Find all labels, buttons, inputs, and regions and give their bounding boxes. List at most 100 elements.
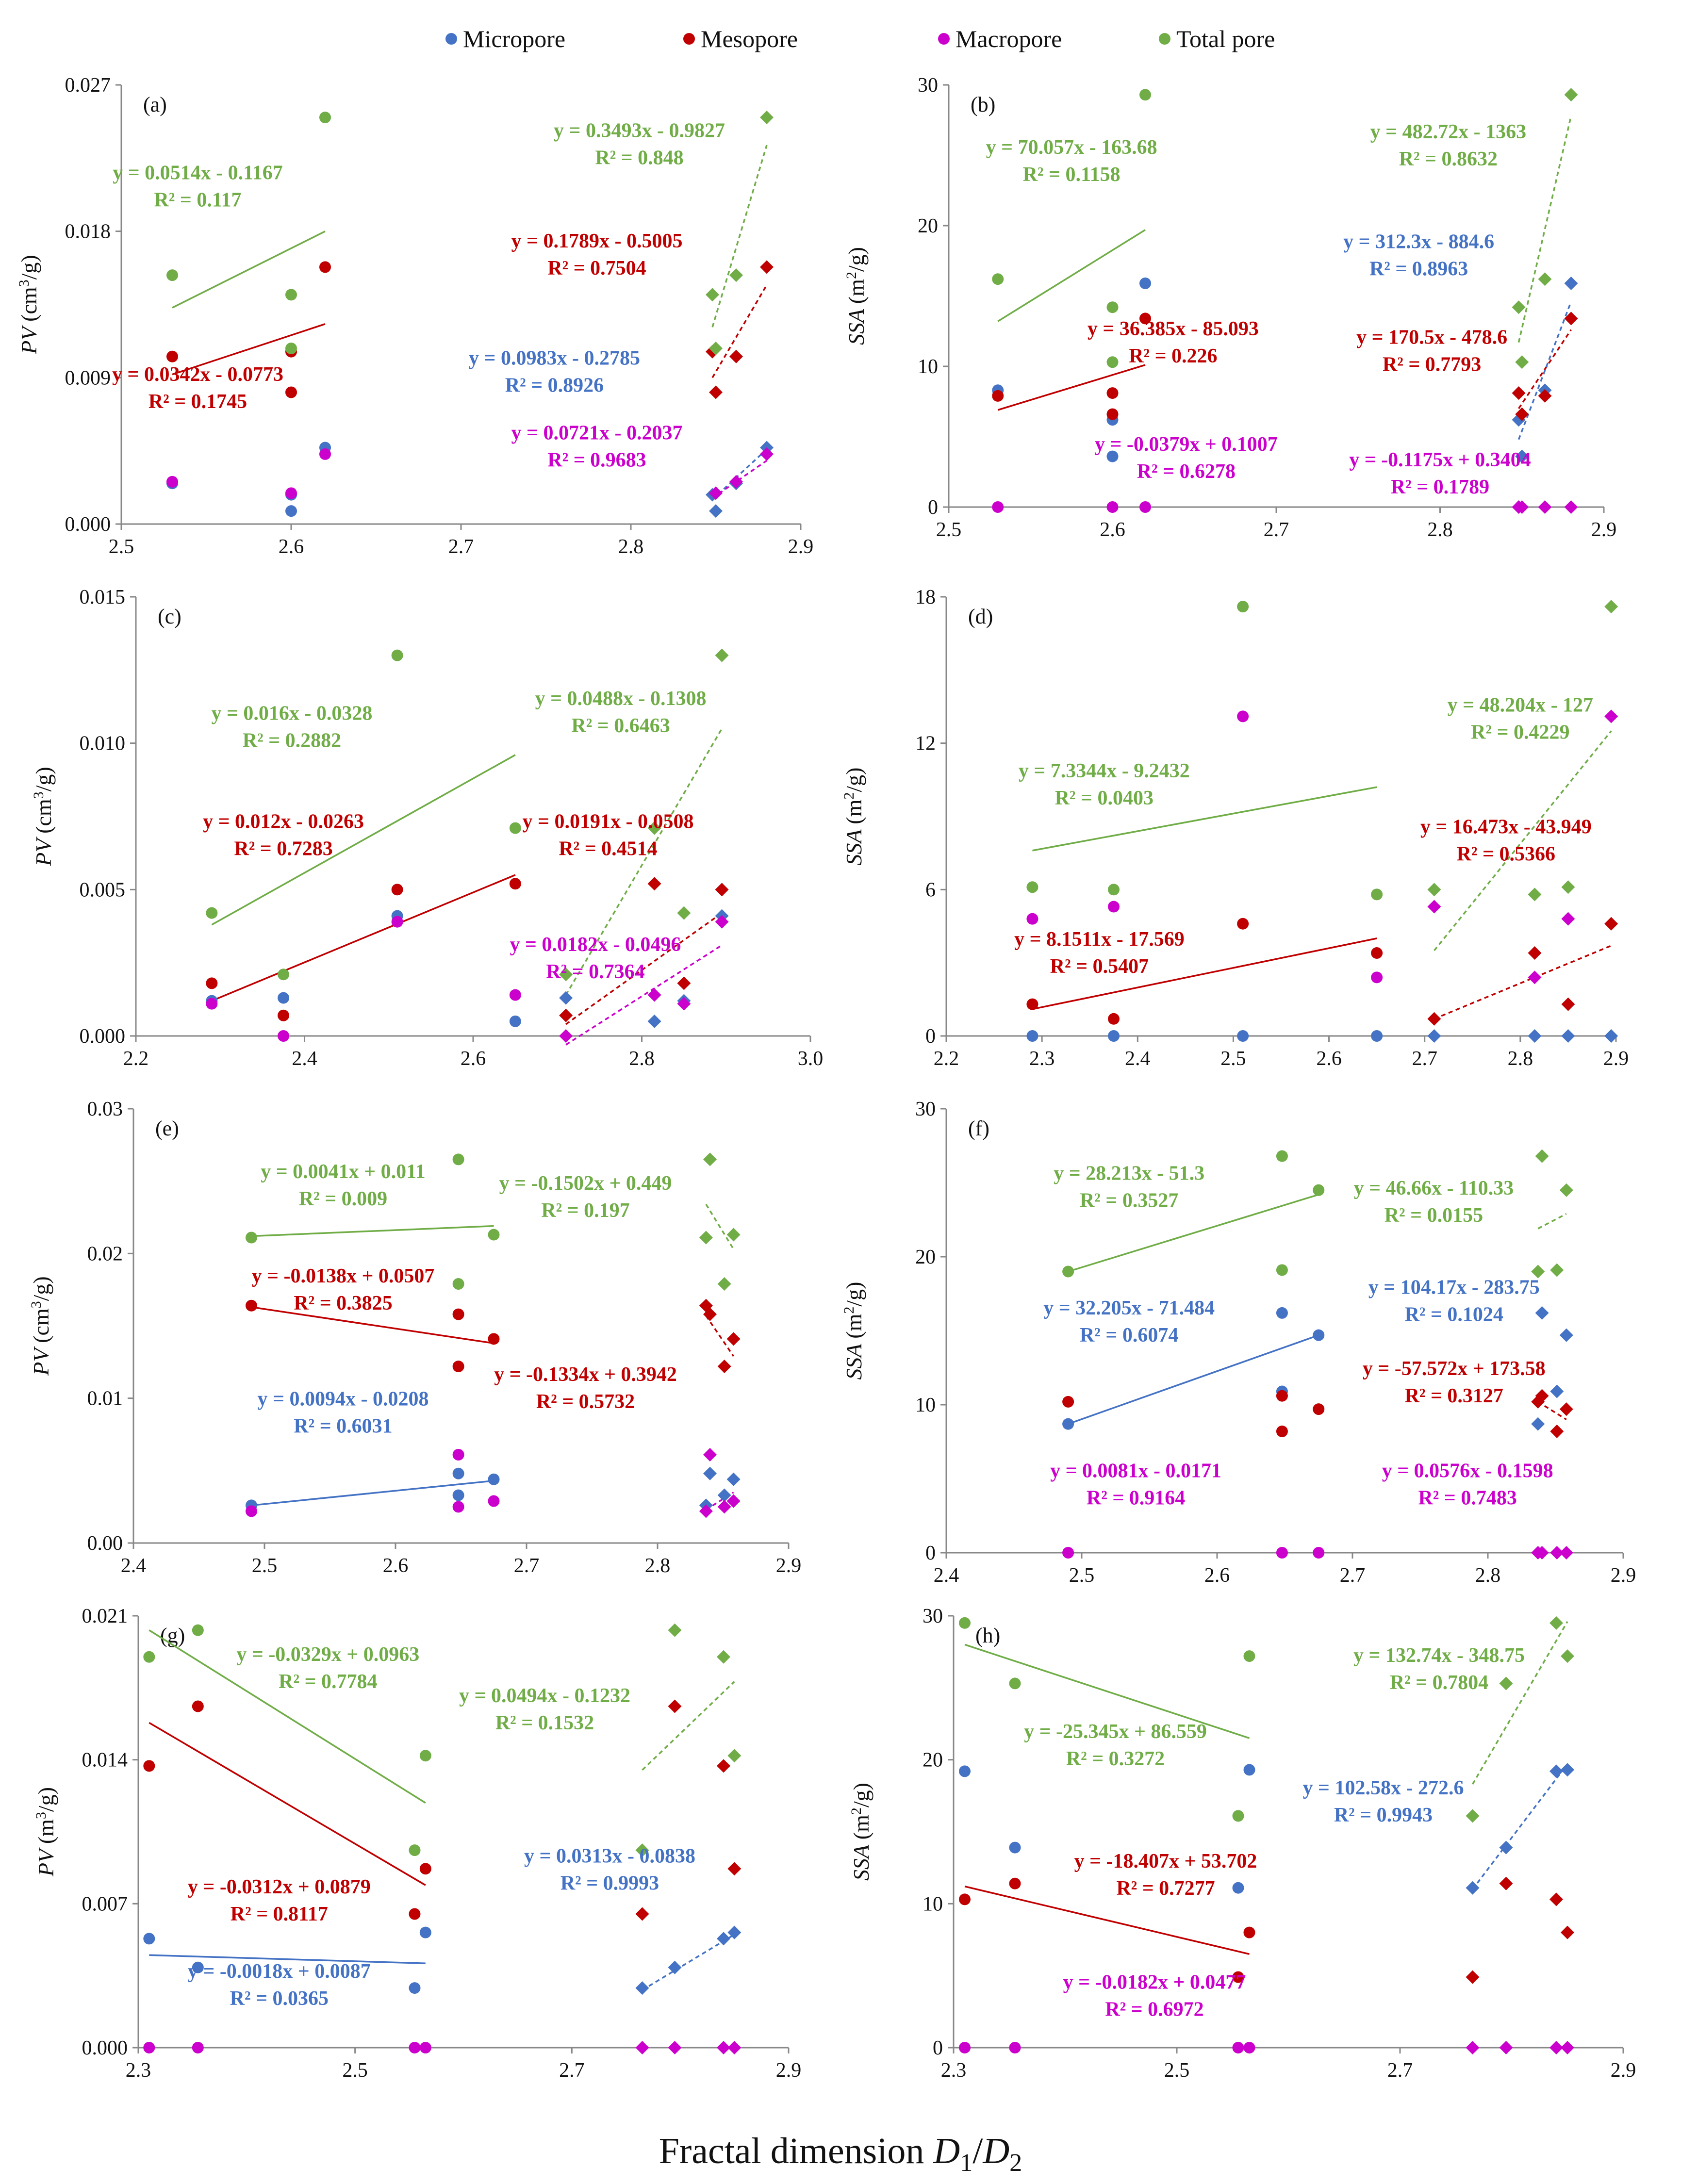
point-mesopore-circle bbox=[1243, 1926, 1255, 1938]
point-macropore-diamond bbox=[677, 997, 691, 1011]
point-macropore-diamond bbox=[1499, 2041, 1513, 2054]
r-squared-total-pore: R² = 0.848 bbox=[595, 147, 683, 169]
point-total-pore-circle bbox=[1062, 1265, 1074, 1278]
legend-label-micropore: Micropore bbox=[463, 25, 565, 52]
point-total-pore-diamond bbox=[1512, 300, 1526, 314]
panel-d: 2.2 2.3 2.4 2.5 2.6 2.7 2.8 2.9 0 6 12 18 SSA (m2/g)… bbox=[841, 586, 1629, 1070]
point-macropore-diamond bbox=[727, 2041, 742, 2054]
point-mesopore-diamond bbox=[1528, 946, 1542, 960]
point-mesopore-diamond bbox=[726, 1332, 741, 1346]
equation-total-pore: y = 0.0488x - 0.1308 bbox=[535, 688, 707, 710]
point-mesopore-circle bbox=[1237, 918, 1249, 930]
y-axis-label-sup: 3 bbox=[31, 791, 47, 799]
point-macropore-circle bbox=[1009, 2042, 1021, 2053]
point-total-pore-circle bbox=[1313, 1184, 1325, 1196]
equation-micropore: y = 312.3x - 884.6 bbox=[1343, 230, 1494, 253]
point-micropore-diamond bbox=[717, 1488, 731, 1502]
x-tick-label: 2.9 bbox=[1603, 1048, 1629, 1070]
point-total-pore-circle bbox=[1276, 1150, 1288, 1162]
equation-macropore: y = 0.0081x - 0.0171 bbox=[1050, 1460, 1221, 1482]
point-micropore-circle bbox=[509, 1015, 521, 1027]
y-tick-label: 0 bbox=[925, 1025, 936, 1048]
y-axis-label-unit: (m bbox=[849, 1815, 873, 1839]
r-squared-micropore: R² = 0.8926 bbox=[505, 375, 604, 397]
r-squared-mesopore: R² = 0.7283 bbox=[234, 838, 332, 860]
x-tick-label: 2.8 bbox=[1508, 1048, 1533, 1070]
point-mesopore-circle bbox=[452, 1308, 464, 1320]
panel-label: (h) bbox=[975, 1624, 1000, 1647]
point-mesopore-diamond bbox=[1561, 997, 1575, 1011]
trendline-mesopore-dashed bbox=[565, 912, 723, 1025]
x-tick-label: 2.3 bbox=[1029, 1048, 1055, 1070]
equation-mesopore: y = 8.1511x - 17.569 bbox=[1014, 928, 1185, 951]
equation-mesopore: y = -57.572x + 173.58 bbox=[1363, 1358, 1546, 1380]
point-micropore-diamond bbox=[1535, 1306, 1549, 1320]
point-mesopore-diamond bbox=[677, 976, 691, 990]
equation-total-pore: y = 0.3493x - 0.9827 bbox=[554, 119, 725, 142]
point-total-pore-circle bbox=[488, 1229, 500, 1241]
panel-h: 2.3 2.5 2.7 2.9 0 10 20 30 SSA (m2/g) (h) y = 132.… bbox=[848, 1605, 1636, 2082]
point-micropore-circle bbox=[1062, 1418, 1074, 1430]
point-macropore-circle bbox=[166, 476, 178, 488]
point-total-pore-circle bbox=[278, 969, 290, 981]
y-axis-label-unit-end: /g) bbox=[841, 768, 866, 792]
x-tick-label: 2.7 bbox=[1387, 2059, 1413, 2082]
legend-label-macropore: Macropore bbox=[956, 25, 1062, 52]
point-macropore-diamond bbox=[1538, 500, 1552, 514]
point-macropore-diamond bbox=[1528, 970, 1542, 985]
point-mesopore-circle bbox=[192, 1700, 204, 1712]
legend-marker-micropore bbox=[445, 33, 457, 45]
point-micropore-circle bbox=[419, 1926, 431, 1938]
figure-x-axis-label: Fractal dimension D1/D2 bbox=[0, 2130, 1681, 2177]
point-micropore-diamond bbox=[1427, 1029, 1441, 1043]
r-squared-total-pore: R² = 0.8632 bbox=[1399, 148, 1498, 170]
y-tick-label: 0.027 bbox=[65, 74, 111, 97]
point-total-pore-diamond bbox=[1561, 1649, 1574, 1663]
panel-b: 2.5 2.6 2.7 2.8 2.9 0 10 20 30 SSA (m2/g) (b) y = 7… bbox=[843, 74, 1617, 541]
x-tick-label: 2.6 bbox=[1316, 1048, 1342, 1070]
trendline-mesopore-dashed bbox=[711, 284, 768, 378]
y-tick-label: 0 bbox=[925, 1542, 936, 1564]
trendline-total-pore-solid bbox=[251, 1225, 494, 1237]
point-macropore-circle bbox=[1237, 710, 1249, 723]
point-total-pore-diamond bbox=[729, 268, 743, 282]
trendline-total-pore-solid bbox=[964, 1643, 1250, 1739]
point-macropore-diamond bbox=[1466, 2041, 1480, 2054]
point-mesopore-diamond bbox=[668, 1699, 682, 1713]
point-total-pore-circle bbox=[992, 273, 1004, 285]
point-mesopore-diamond bbox=[717, 1759, 730, 1773]
point-macropore-diamond bbox=[1427, 900, 1441, 914]
y-tick-label: 0.015 bbox=[80, 586, 126, 608]
x-tick-label: 2.9 bbox=[1611, 2059, 1636, 2082]
x-tick-label: 2.7 bbox=[1412, 1048, 1437, 1070]
equation-mesopore: y = -18.407x + 53.702 bbox=[1074, 1850, 1257, 1872]
trendline-mesopore-dashed bbox=[1434, 945, 1612, 1020]
r-squared-mesopore: R² = 0.7277 bbox=[1116, 1877, 1215, 1900]
trendline-mesopore-solid bbox=[1032, 937, 1377, 1010]
r-squared-total-pore: R² = 0.197 bbox=[541, 1199, 629, 1222]
equation-total-pore: y = 28.213x - 51.3 bbox=[1054, 1162, 1204, 1184]
point-mesopore-circle bbox=[419, 1863, 431, 1875]
point-macropore-circle bbox=[319, 448, 331, 460]
point-total-pore-circle bbox=[285, 289, 297, 301]
trendline-mesopore-solid bbox=[964, 1886, 1250, 1955]
point-macropore-diamond bbox=[668, 2041, 682, 2054]
point-micropore-circle bbox=[278, 992, 290, 1004]
equation-total-pore: y = 0.0494x - 0.1232 bbox=[459, 1685, 630, 1707]
point-mesopore-circle bbox=[1232, 1971, 1244, 1983]
y-axis-label: SSA (m2/g) bbox=[843, 247, 869, 345]
point-micropore-diamond bbox=[647, 1014, 661, 1028]
x-axis-label-prefix: Fractal dimension bbox=[659, 2131, 934, 2171]
point-total-pore-diamond bbox=[1531, 1264, 1545, 1279]
point-total-pore-circle bbox=[1106, 301, 1119, 313]
y-tick-label: 20 bbox=[915, 1246, 936, 1268]
point-total-pore-circle bbox=[419, 1750, 431, 1762]
trendline-total-pore-solid bbox=[997, 229, 1146, 322]
trendline-total-pore-dashed bbox=[1434, 730, 1612, 952]
point-total-pore-circle bbox=[1243, 1650, 1255, 1662]
y-axis-label-var: SSA bbox=[849, 1839, 873, 1881]
point-total-pore-diamond bbox=[703, 1152, 717, 1166]
equation-micropore: y = 0.0983x - 0.2785 bbox=[469, 347, 640, 370]
y-axis-label: SSA (m2/g) bbox=[848, 1783, 874, 1881]
point-total-pore-diamond bbox=[717, 1650, 730, 1664]
